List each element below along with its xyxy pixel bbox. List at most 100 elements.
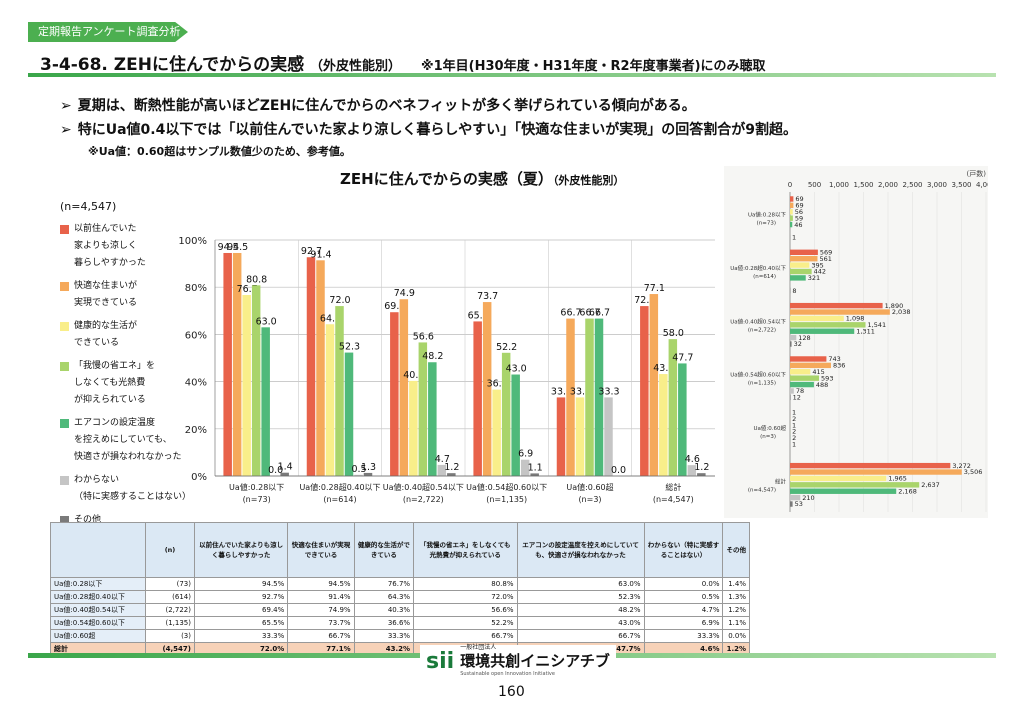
x-tick-label: 1,500 (853, 181, 873, 189)
table-cell: 73.7% (287, 616, 355, 630)
y-tick-label: 20% (185, 425, 207, 436)
bar (790, 341, 792, 347)
bar (556, 397, 566, 476)
table-cell: 66.7% (287, 629, 355, 643)
legend-item: エアコンの設定温度 を控えめにしていても、 快適さが損なわれなかった (60, 415, 190, 466)
x-tick-label: Ua値:0.28以下 (229, 482, 284, 492)
bar (316, 260, 325, 476)
bullet-2: ➢ 特にUa値0.4以下では「以前住んでいた家より涼しく暮らしやすい」「快適な住ま… (60, 119, 797, 139)
bar (280, 472, 289, 476)
bar (640, 306, 649, 476)
data-label: 1.2 (444, 462, 459, 473)
arrow-bullet-icon: ➢ (60, 98, 72, 114)
data-label: 6.9 (518, 449, 533, 460)
table-cell: Ua値:0.40超0.54以下 (50, 603, 146, 617)
legend-label: わからない （特に実感することはない） (74, 475, 192, 502)
data-label: 0.5 (351, 464, 366, 475)
org-name: 環境共創イニシアチブ (460, 652, 610, 670)
bar (399, 299, 409, 476)
bar (492, 389, 501, 476)
bar (418, 342, 428, 476)
data-label: 321 (808, 274, 820, 282)
data-label: 12 (793, 394, 801, 402)
sample-size-label: (n=4,547) (60, 200, 117, 213)
legend-item: 快適な住まいが 実現できている (60, 278, 190, 312)
arrow-bullet-icon: ➢ (60, 122, 72, 138)
data-label: 4.7 (435, 454, 450, 465)
legend-label: その他 (74, 515, 102, 525)
category-label: Ua値:0.60超 (754, 424, 787, 432)
table-cell: 1.3% (722, 590, 750, 604)
data-label: 1 (792, 441, 796, 449)
data-label: 80.8 (246, 274, 267, 285)
legend-swatch (60, 322, 69, 331)
data-label: 1 (792, 421, 796, 429)
y-tick-label: 80% (185, 283, 207, 294)
bar (344, 352, 354, 476)
chart-legend: (n=4,547) 以前住んでいた 家よりも涼しく 暮らしやすかった 快適な住まい… (60, 200, 192, 535)
data-label: 69.4 (384, 301, 405, 312)
category-n: (n=1,135) (748, 381, 776, 387)
table-cell: 1.2% (722, 603, 750, 617)
table-cell: 92.7% (193, 590, 289, 604)
table-header-cell (50, 522, 146, 578)
data-label: 92.7 (301, 246, 322, 257)
title-sub: （外皮性能別） (310, 59, 402, 74)
table-cell: 52.2% (413, 616, 518, 630)
data-label: 395 (811, 261, 823, 269)
data-label: 72.0 (634, 295, 655, 306)
data-label: 52.2 (496, 342, 517, 353)
bar (790, 209, 793, 215)
bar (223, 252, 232, 476)
table-cell: 80.8% (413, 577, 518, 591)
bar (790, 268, 812, 275)
y-tick-label: 60% (185, 330, 207, 341)
bar (530, 473, 539, 476)
table-cell: (1,135) (145, 616, 195, 630)
x-tick-label: 3,500 (951, 181, 971, 189)
table-cell: 0.5% (643, 590, 724, 604)
bar (790, 501, 793, 507)
table-cell: 72.0% (193, 642, 289, 656)
data-label: 36.6 (487, 379, 508, 390)
table-header-cell: 以前住んでいた家よりも涼しく暮らしやすかった (193, 522, 289, 578)
data-label: 69 (795, 202, 803, 210)
bar (501, 352, 511, 476)
data-label: 59 (795, 214, 803, 222)
bar (363, 472, 373, 476)
bar (790, 262, 810, 268)
table-row: Ua値:0.28超0.40以下 (614) 92.7% 91.4% 64.3% 72.0%… (50, 590, 750, 604)
table-header-cell: わからない（特に実感することはない） (643, 522, 724, 578)
data-label: 63.0 (256, 316, 277, 327)
bar (520, 459, 530, 476)
table-row: Ua値:0.40超0.54以下 (2,722) 69.4% 74.9% 40.3% 56.… (50, 603, 750, 617)
bar (251, 285, 261, 476)
x-tick-label: 500 (808, 181, 821, 189)
legend-label: 快適な住まいが 実現できている (74, 281, 138, 308)
table-cell: 77.1% (287, 642, 355, 656)
x-tick-label: Ua値:0.40超0.54以下 (383, 482, 464, 492)
data-label: 1 (792, 234, 796, 242)
data-label: 72.0 (329, 295, 350, 306)
table-cell: 33.3% (193, 629, 289, 643)
bar (306, 257, 316, 476)
bar (585, 318, 594, 476)
sii-logo: sii 一般社団法人 環境共創イニシアチブ Sustainable open I… (420, 644, 616, 677)
table-row: Ua値:0.28以下 (73) 94.5% 94.5% 76.7% 80.8% 63.0% 0… (50, 577, 750, 591)
bar (354, 474, 363, 476)
bar (790, 475, 887, 482)
data-label: 58.0 (663, 328, 684, 339)
bar (511, 374, 520, 476)
data-label: 48.2 (422, 351, 443, 362)
bar (790, 256, 818, 262)
bar (482, 302, 492, 476)
data-label: 1.3 (361, 462, 376, 473)
data-label: 8 (792, 287, 796, 295)
table-header-cell: 「我慢の省エネ」をしなくても光熱費が抑えられている (413, 522, 518, 578)
x-tick-n: (n=2,722) (403, 495, 444, 504)
data-label: 65.5 (468, 310, 489, 321)
table-row: Ua値:0.60超 (3) 33.3% 66.7% 33.3% 66.7% 66.7% 33.… (50, 629, 750, 643)
table-header-cell: その他 (722, 522, 750, 578)
data-label: 40.3 (403, 370, 424, 381)
category-label: Ua値:0.28以下 (748, 211, 786, 219)
